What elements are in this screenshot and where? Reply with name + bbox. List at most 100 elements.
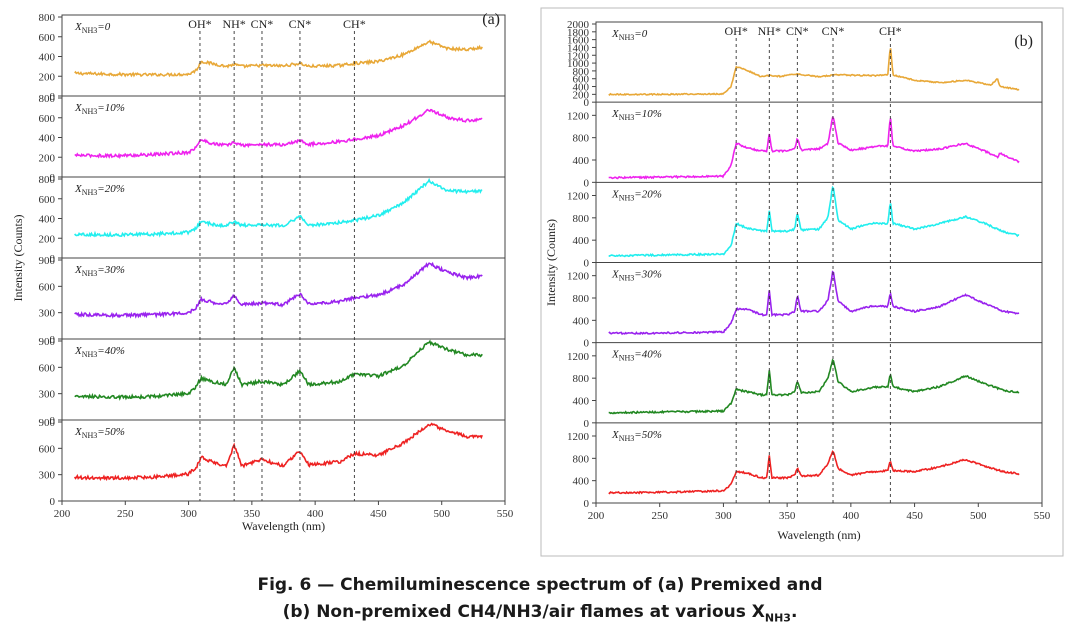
series-label: XNH3=10% (611, 108, 662, 122)
x-tick-label: 450 (906, 510, 923, 522)
y-tick-label: 600 (39, 362, 56, 374)
y-axis-label: Intensity (Counts) (11, 215, 25, 302)
series-line (608, 116, 1020, 180)
y-tick-label: 1600 (567, 35, 590, 47)
y-tick-label: 0 (50, 253, 56, 265)
x-tick-label: 200 (54, 508, 71, 520)
subplot: 0 400 800 1200 XNH3=20% (567, 181, 1042, 270)
x-tick-label: 350 (779, 510, 796, 522)
y-tick-label: 1200 (567, 191, 590, 203)
y-tick-label: 0 (584, 418, 590, 430)
y-tick-label: 400 (573, 396, 590, 408)
peak-label: NH* (758, 24, 781, 38)
subplot: 0 300 600 900 XNH3=30% (39, 255, 505, 346)
y-tick-label: 400 (573, 82, 590, 94)
y-tick-label: 600 (39, 281, 56, 293)
y-tick-label: 1000 (567, 58, 590, 70)
peak-label: CN* (822, 24, 845, 38)
subplot: 0 300 600 900 XNH3=40% (39, 336, 505, 427)
y-tick-label: 200 (39, 233, 56, 245)
y-tick-label: 0 (50, 91, 56, 103)
y-tick-label: 0 (584, 498, 590, 510)
y-tick-label: 800 (573, 373, 590, 385)
x-tick-label: 300 (180, 508, 197, 520)
series-label: XNH3=30% (611, 269, 662, 283)
series-label: XNH3=40% (74, 345, 125, 359)
x-tick-label: 250 (117, 508, 134, 520)
chart-panel-b: 0200400600800100012001400160018002000XNH… (544, 19, 1051, 542)
series-line (608, 358, 1020, 415)
x-tick-label: 350 (244, 508, 261, 520)
series-label: XNH3=50% (611, 429, 662, 443)
peak-label: CN* (289, 17, 312, 31)
series-label: XNH3=40% (611, 349, 662, 363)
y-tick-label: 0 (584, 177, 590, 189)
subplot: 0 200 400 600 800 XNH3=0 (39, 12, 483, 103)
subplot: 0 400 800 1200 XNH3=40% (567, 342, 1042, 430)
series-label: XNH3=20% (611, 188, 662, 202)
y-tick-label: 600 (39, 113, 56, 125)
series-line (608, 450, 1020, 495)
y-tick-label: 1200 (567, 351, 590, 363)
subplot: 0 400 800 1200 XNH3=50% (567, 422, 1042, 510)
figure-caption: Fig. 6 — Chemiluminescence spectrum of (… (0, 572, 1080, 631)
y-tick-label: 800 (573, 213, 590, 225)
series-label: XNH3=50% (74, 426, 125, 440)
y-tick-label: 0 (50, 334, 56, 346)
series-label: XNH3=0 (611, 28, 648, 42)
y-tick-label: 0 (50, 496, 56, 508)
series-label: XNH3=30% (74, 264, 125, 278)
panel-b-border (540, 7, 1064, 557)
y-tick-label: 900 (39, 336, 56, 348)
y-tick-label: 0 (50, 415, 56, 427)
peak-label: CH* (879, 24, 902, 38)
y-tick-label: 800 (573, 66, 590, 78)
y-tick-label: 800 (39, 174, 56, 186)
y-tick-label: 0 (584, 97, 590, 109)
series-line (74, 108, 483, 160)
peak-label: CN* (251, 17, 274, 31)
peak-label: NH* (222, 17, 245, 31)
y-tick-label: 600 (573, 74, 590, 86)
series-line (608, 48, 1020, 97)
caption-line-1: Fig. 6 — Chemiluminescence spectrum of (… (0, 572, 1080, 599)
x-tick-label: 200 (588, 510, 605, 522)
y-tick-label: 900 (39, 417, 56, 429)
subplot: 0 200 400 600 800 XNH3=10% (39, 93, 505, 184)
series-line (74, 39, 483, 78)
series-label: XNH3=20% (74, 183, 125, 197)
y-tick-label: 200 (39, 152, 56, 164)
caption-line2-end: . (790, 602, 798, 622)
y-tick-label: 600 (39, 443, 56, 455)
caption-line-2: (b) Non-premixed CH4/NH3/air flames at v… (0, 599, 1080, 631)
y-tick-label: 800 (573, 453, 590, 465)
y-tick-label: 1200 (567, 271, 590, 283)
y-tick-label: 400 (39, 133, 56, 145)
y-tick-label: 800 (573, 133, 590, 145)
y-tick-label: 300 (39, 308, 56, 320)
series-line (73, 422, 483, 482)
y-tick-label: 1200 (567, 431, 590, 443)
y-tick-label: 400 (573, 476, 590, 488)
series-line (74, 261, 483, 319)
y-tick-label: 300 (39, 470, 56, 482)
series-line (74, 339, 483, 401)
x-tick-label: 400 (307, 508, 324, 520)
y-tick-label: 300 (39, 389, 56, 401)
y-tick-label: 0 (584, 258, 590, 270)
y-tick-label: 0 (50, 172, 56, 184)
series-label: XNH3=0 (74, 21, 111, 35)
subplot: 0 300 600 900 XNH3=50% (39, 417, 505, 508)
panel-tag: (b) (1014, 33, 1033, 50)
y-tick-label: 400 (573, 315, 590, 327)
caption-dash: — (317, 575, 335, 595)
subplot: 0 400 800 1200 XNH3=30% (567, 262, 1042, 350)
series-line (74, 177, 483, 238)
caption-line2-text: (b) Non-premixed CH4/NH3/air flames at v… (282, 602, 765, 622)
figure-canvas: 0200400600800XNH3=00200400600800XNH3=10%… (11, 7, 1064, 557)
x-tick-label: 300 (715, 510, 732, 522)
y-tick-label: 1800 (567, 27, 590, 39)
subplot: 0 200 400 600 800 XNH3=20% (39, 174, 505, 265)
peak-label: OH* (188, 17, 211, 31)
